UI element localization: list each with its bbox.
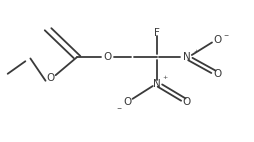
Text: O: O: [103, 52, 111, 62]
Text: N: N: [152, 79, 160, 88]
Text: N: N: [182, 52, 190, 62]
Text: O: O: [212, 69, 220, 79]
Text: −: −: [116, 105, 121, 110]
Text: O: O: [123, 97, 131, 107]
Text: O: O: [212, 35, 220, 45]
Text: F: F: [153, 28, 159, 38]
Text: O: O: [182, 97, 190, 107]
Text: −: −: [223, 32, 228, 37]
Text: O: O: [46, 73, 54, 83]
Text: +: +: [162, 75, 167, 80]
Text: +: +: [192, 49, 198, 54]
